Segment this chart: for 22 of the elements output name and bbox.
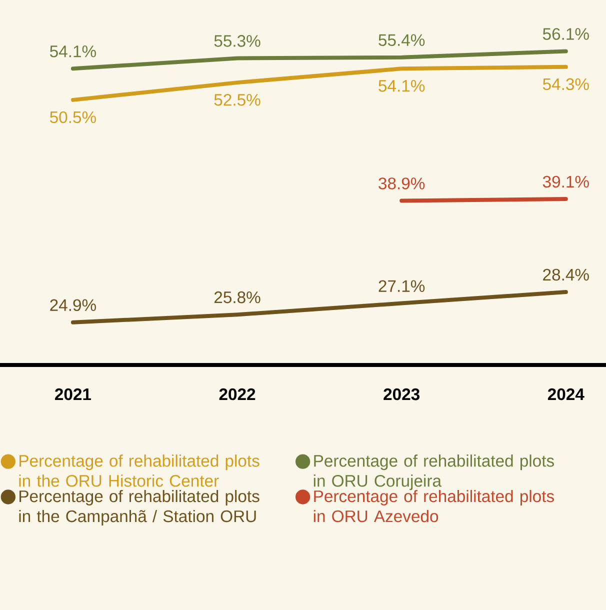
x-tick-label: 2022: [219, 388, 256, 400]
data-label: 39.1%: [542, 176, 589, 188]
data-label: 56.1%: [542, 28, 589, 40]
data-label: 54.1%: [378, 80, 425, 92]
data-label: 28.4%: [543, 268, 589, 281]
legend-label: Percentage of rehabilitated plots in ORU Azevedo: [314, 490, 554, 522]
legend-label: Percentage of rehabilitated plots in the Campanhã / Station ORU: [19, 490, 260, 526]
data-label: 25.8%: [214, 291, 260, 304]
data-label: 55.4%: [378, 34, 425, 46]
data-label: 55.3%: [214, 35, 260, 47]
data-label: 50.5%: [50, 111, 96, 124]
x-tick-label: 2023: [384, 388, 420, 400]
data-label: 54.1%: [50, 46, 96, 58]
data-label: 52.5%: [214, 94, 260, 106]
data-label: 27.1%: [378, 280, 425, 292]
x-tick-label: 2024: [548, 388, 584, 400]
data-label: 54.3%: [542, 78, 589, 90]
data-label: 38.9%: [378, 178, 425, 190]
x-tick-label: 2021: [55, 388, 92, 400]
legend-label: Percentage of rehabilitated plots in the ORU Historic Center: [19, 454, 260, 487]
data-label: 24.9%: [50, 299, 96, 312]
legend-label: Percentage of rehabilitated plots in ORU Corujeira: [314, 454, 554, 490]
